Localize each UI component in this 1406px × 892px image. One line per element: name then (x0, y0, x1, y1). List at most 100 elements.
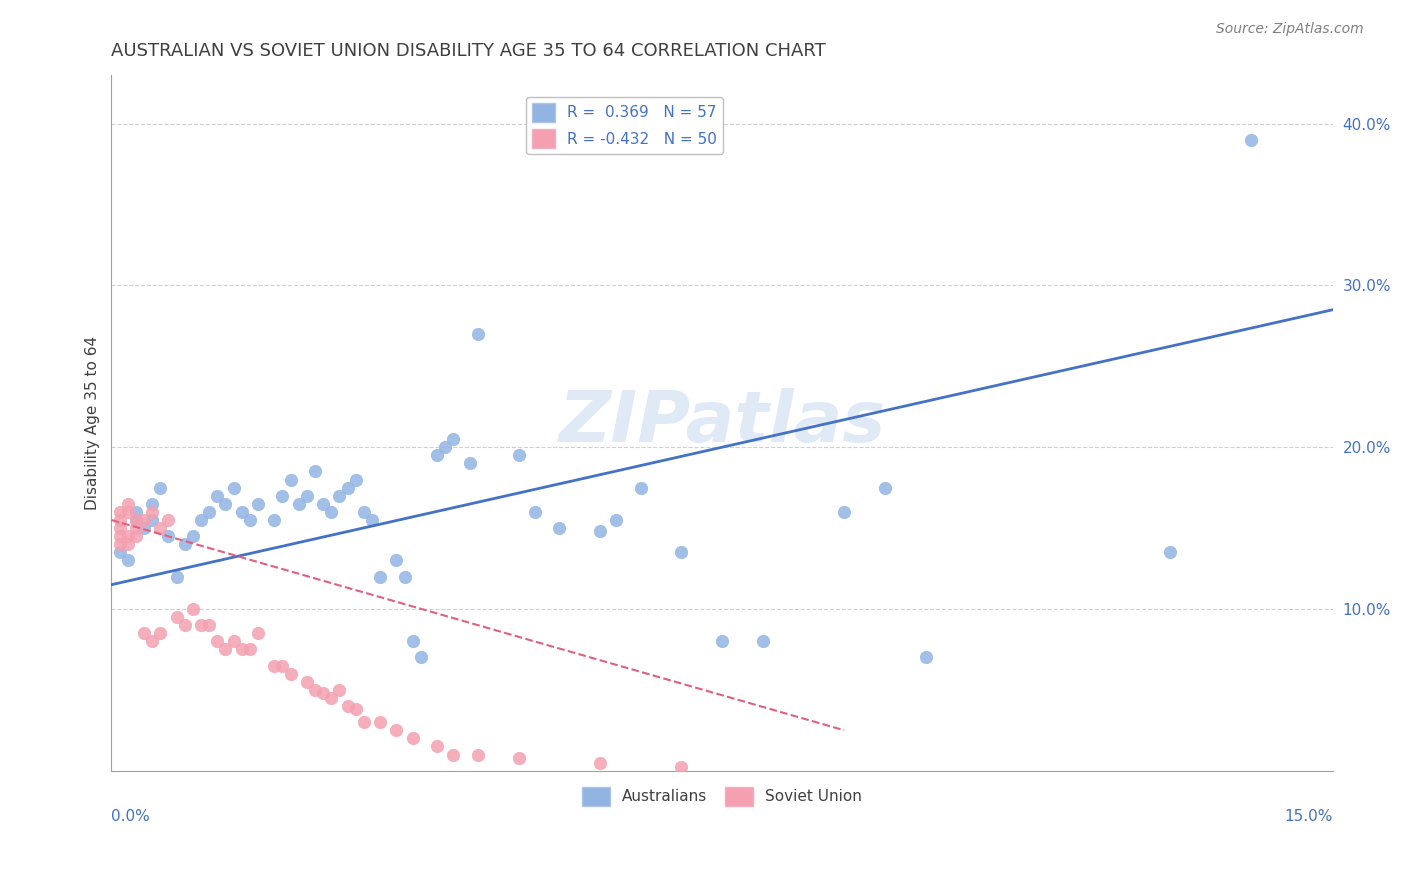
Point (190, 618, 212, 632)
Point (263, 513, 285, 527)
Point (271, 658, 294, 673)
Legend: Australians, Soviet Union: Australians, Soviet Union (576, 780, 868, 812)
Point (246, 497, 269, 511)
Point (304, 465, 326, 479)
Point (132, 626, 155, 640)
Point (711, 634, 734, 648)
Point (149, 521, 172, 535)
Point (117, 529, 139, 543)
Point (149, 626, 172, 640)
Point (523, 505, 546, 519)
Point (141, 634, 163, 648)
Point (312, 497, 335, 511)
Point (125, 513, 148, 527)
Point (344, 702, 367, 716)
Point (361, 513, 384, 527)
Point (125, 529, 148, 543)
Point (873, 481, 896, 495)
Point (173, 618, 195, 632)
Point (287, 497, 309, 511)
Point (589, 756, 612, 770)
Point (231, 642, 253, 657)
Point (328, 489, 350, 503)
Point (344, 473, 367, 487)
Point (321, 690, 343, 705)
Text: 0.0%: 0.0% (111, 809, 150, 824)
Point (434, 440, 457, 454)
Point (132, 513, 155, 527)
Point (207, 634, 229, 648)
Point (671, 545, 693, 559)
Point (441, 432, 464, 446)
Point (467, 747, 489, 762)
Point (589, 524, 612, 539)
Point (328, 682, 350, 697)
Point (117, 553, 139, 567)
Point (263, 658, 285, 673)
Point (117, 505, 139, 519)
Point (239, 513, 262, 527)
Point (125, 505, 148, 519)
Point (181, 529, 204, 543)
Point (239, 642, 262, 657)
Point (166, 610, 188, 624)
Y-axis label: Disability Age 35 to 64: Disability Age 35 to 64 (86, 336, 100, 510)
Point (671, 760, 693, 774)
Point (385, 553, 408, 567)
Point (108, 545, 131, 559)
Point (181, 602, 204, 616)
Point (508, 751, 530, 765)
Point (336, 481, 359, 495)
Point (108, 529, 131, 543)
Point (832, 505, 855, 519)
Point (368, 569, 391, 583)
Point (312, 686, 335, 700)
Point (402, 634, 425, 648)
Point (458, 456, 481, 470)
Point (141, 505, 163, 519)
Point (304, 682, 326, 697)
Text: AUSTRALIAN VS SOVIET UNION DISABILITY AGE 35 TO 64 CORRELATION CHART: AUSTRALIAN VS SOVIET UNION DISABILITY AG… (111, 42, 827, 60)
Point (336, 698, 359, 713)
Point (1240, 133, 1263, 147)
Point (231, 505, 253, 519)
Point (321, 505, 343, 519)
Point (149, 481, 172, 495)
Point (117, 537, 139, 551)
Point (353, 505, 375, 519)
Point (108, 521, 131, 535)
Point (353, 715, 375, 730)
Point (141, 513, 163, 527)
Text: Source: ZipAtlas.com: Source: ZipAtlas.com (1216, 22, 1364, 37)
Point (630, 481, 652, 495)
Point (207, 489, 229, 503)
Point (409, 650, 432, 665)
Point (441, 747, 464, 762)
Point (222, 481, 245, 495)
Point (394, 569, 416, 583)
Point (214, 642, 236, 657)
Point (214, 497, 236, 511)
Point (157, 513, 180, 527)
Point (222, 634, 245, 648)
Point (125, 521, 148, 535)
Point (1159, 545, 1181, 559)
Point (280, 666, 302, 681)
Point (166, 569, 188, 583)
Point (467, 326, 489, 341)
Point (141, 497, 163, 511)
Point (132, 521, 155, 535)
Point (125, 513, 148, 527)
Text: ZIPatlas: ZIPatlas (558, 388, 886, 458)
Point (426, 448, 449, 462)
Point (295, 674, 318, 689)
Text: 15.0%: 15.0% (1285, 809, 1333, 824)
Point (605, 513, 627, 527)
Point (402, 731, 425, 746)
Point (108, 537, 131, 551)
Point (157, 529, 180, 543)
Point (117, 497, 139, 511)
Point (280, 473, 302, 487)
Point (173, 537, 195, 551)
Point (508, 448, 530, 462)
